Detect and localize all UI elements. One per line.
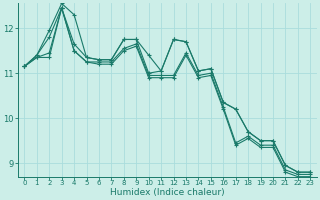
X-axis label: Humidex (Indice chaleur): Humidex (Indice chaleur) (110, 188, 225, 197)
